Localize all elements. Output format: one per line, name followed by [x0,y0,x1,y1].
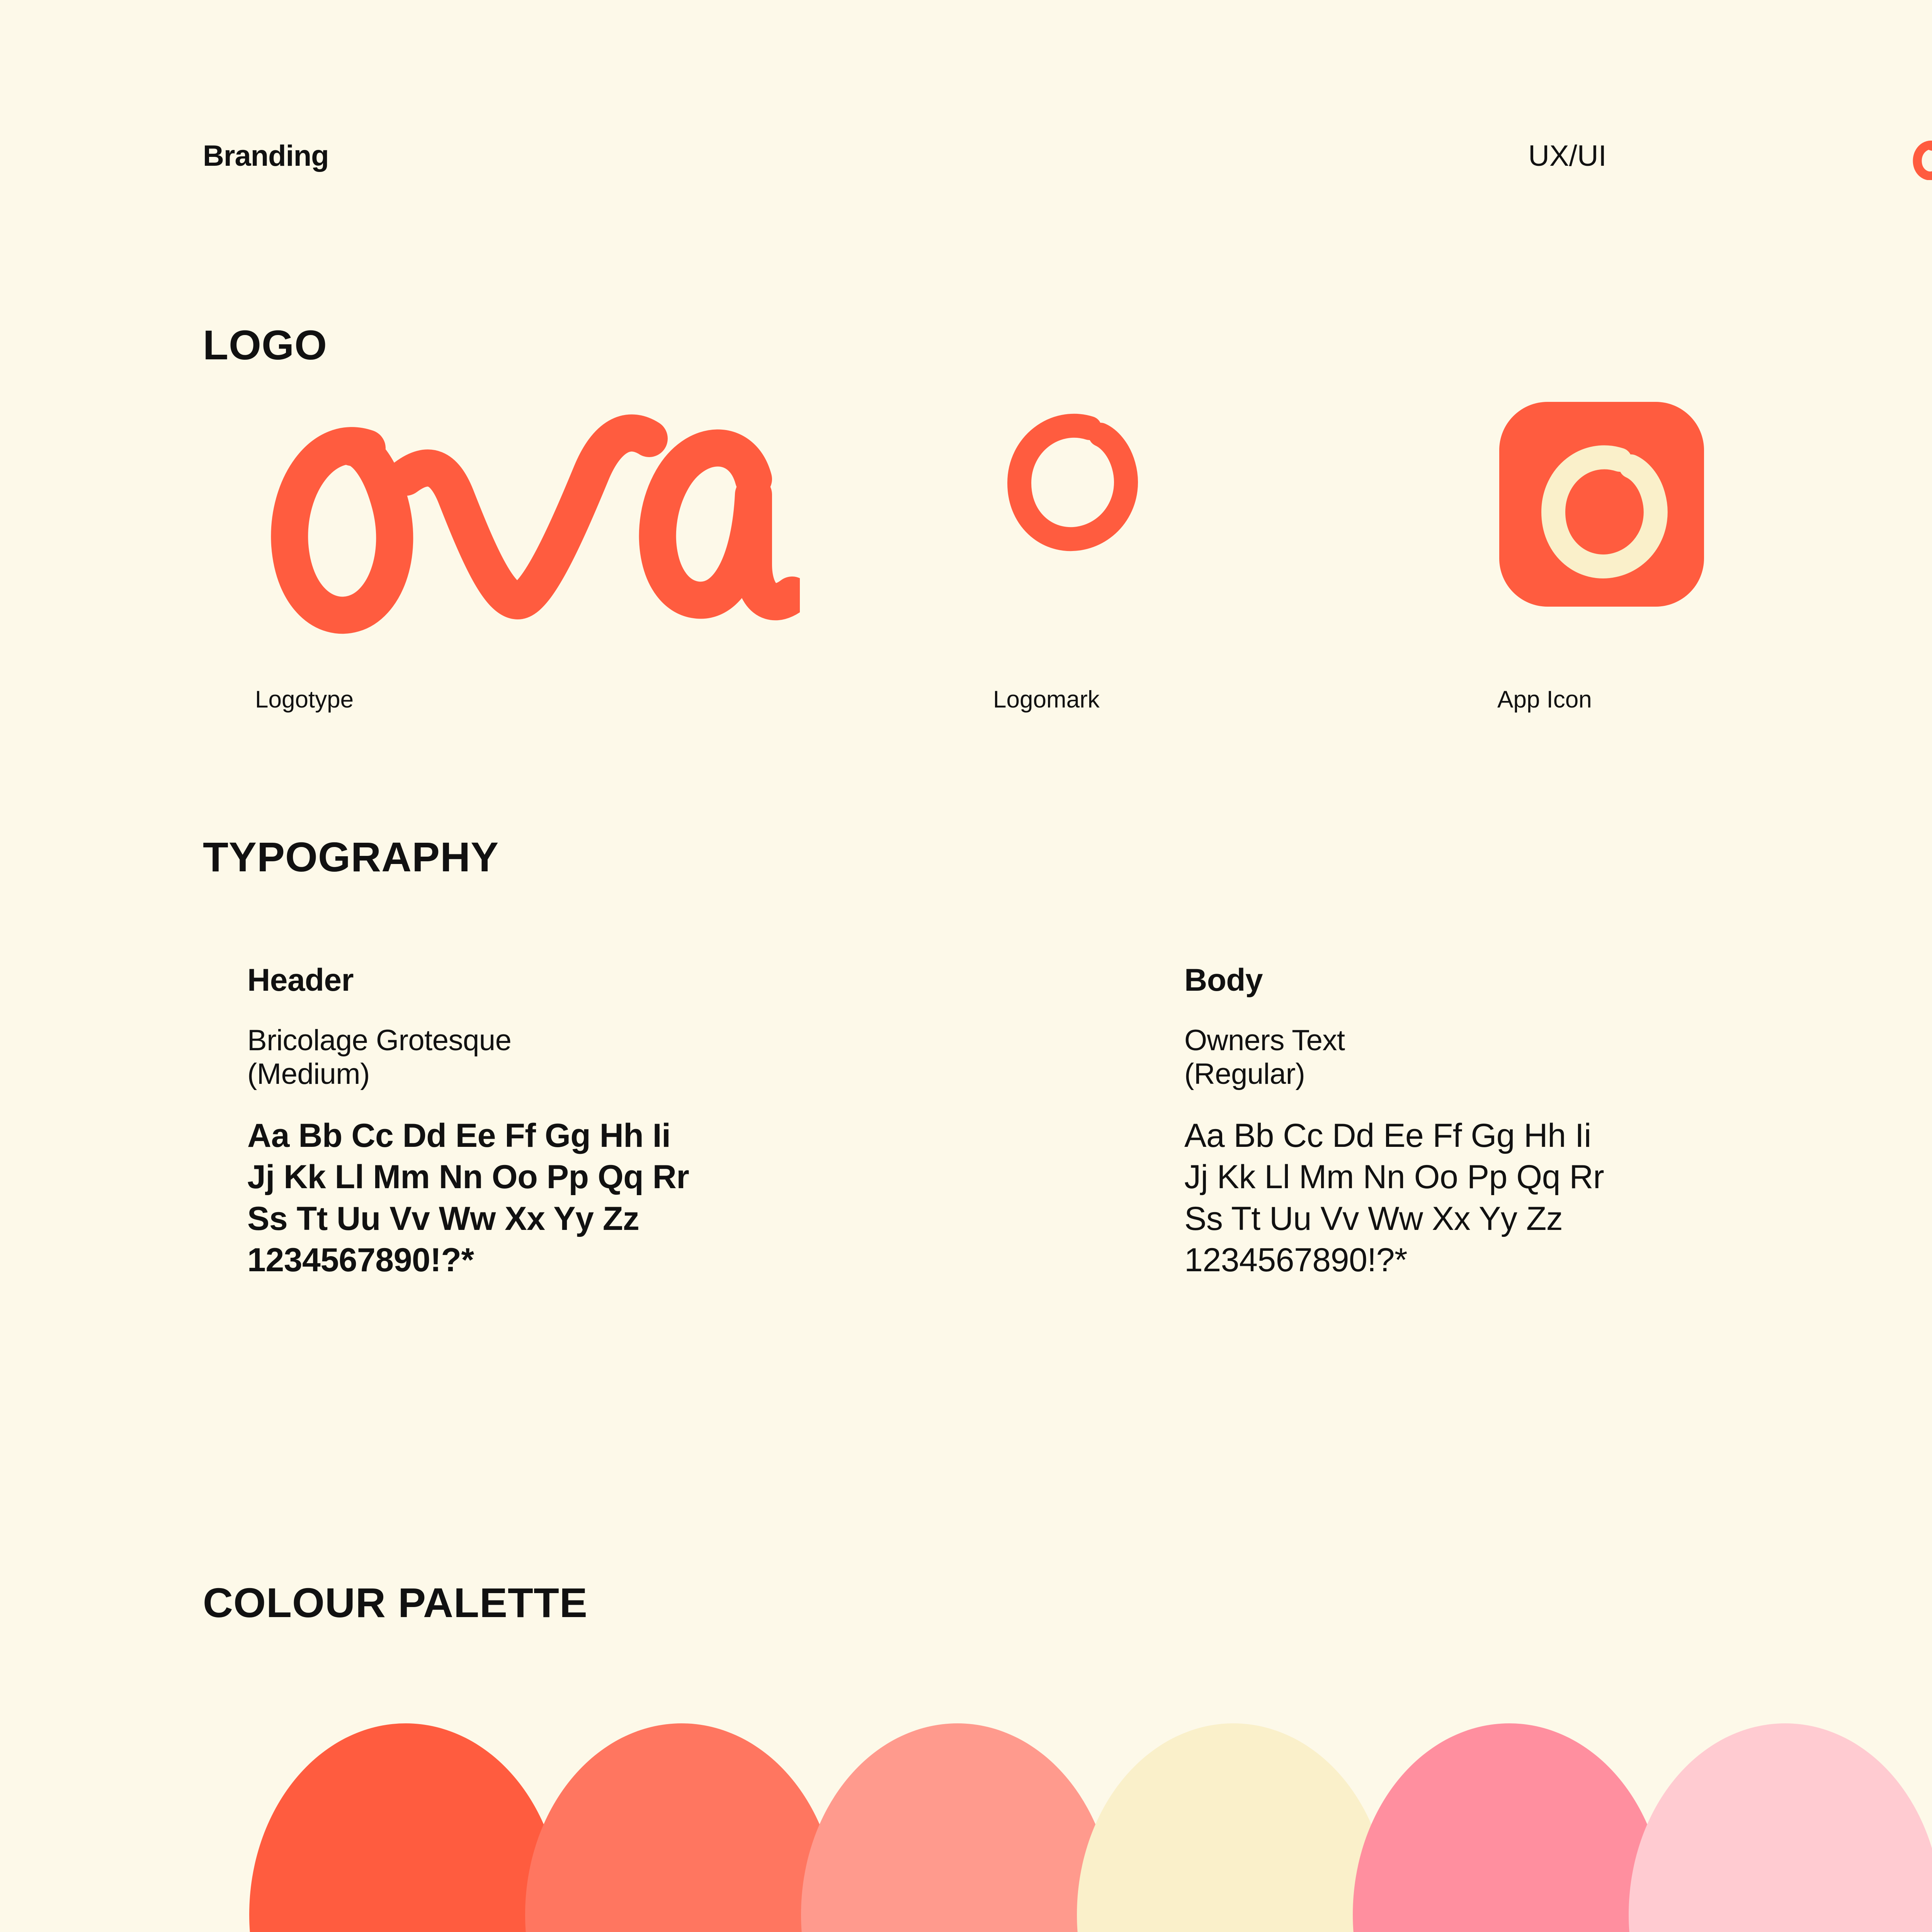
colour-swatch [801,1723,1114,1932]
colour-swatch [1353,1723,1666,1932]
header-left-label: Branding [203,139,329,172]
logomark-tile [993,402,1171,757]
type-specimen-text: Aa Bb Cc Dd Ee Ff Gg Hh Ii Jj Kk Ll Mm N… [247,1117,689,1279]
logomark-caption: Logomark [993,686,1100,713]
colour-swatch [249,1723,562,1932]
app-icon-tile [1499,402,1716,757]
type-font-name: Owners Text (Regular) [1184,1024,1345,1091]
type-specimen-text: Aa Bb Cc Dd Ee Ff Gg Hh Ii Jj Kk Ll Mm N… [1184,1117,1604,1279]
app-icon-caption: App Icon [1497,686,1592,713]
colour-swatch [1077,1723,1390,1932]
type-font-name: Bricolage Grotesque (Medium) [247,1024,512,1091]
logo-showcase-row [0,402,1932,757]
colour-swatch [525,1723,838,1932]
header-right-label: UX/UI [1528,139,1607,172]
ova-wordmark-icon [1909,134,1932,180]
colour-swatch [1629,1723,1932,1932]
typography-column-header: Header Bricolage Grotesque (Medium) Aa B… [247,962,1097,1281]
ova-logomark-icon [993,402,1148,558]
page-header: Branding UX/UI [0,131,1932,182]
section-title-typography: TYPOGRAPHY [203,833,499,880]
type-kind-label: Body [1184,963,1263,998]
section-title-colour-palette: COLOUR PALETTE [203,1579,588,1626]
colour-swatch-row [0,1723,1932,1932]
typography-column-body: Body Owners Text (Regular) Aa Bb Cc Dd E… [1184,962,1932,1281]
type-kind-label: Header [247,963,354,998]
ova-logotype-icon [251,402,811,643]
section-title-logo: LOGO [203,321,327,368]
ova-app-icon [1499,402,1704,609]
logotype-tile [251,402,811,757]
logotype-caption: Logotype [255,686,354,713]
